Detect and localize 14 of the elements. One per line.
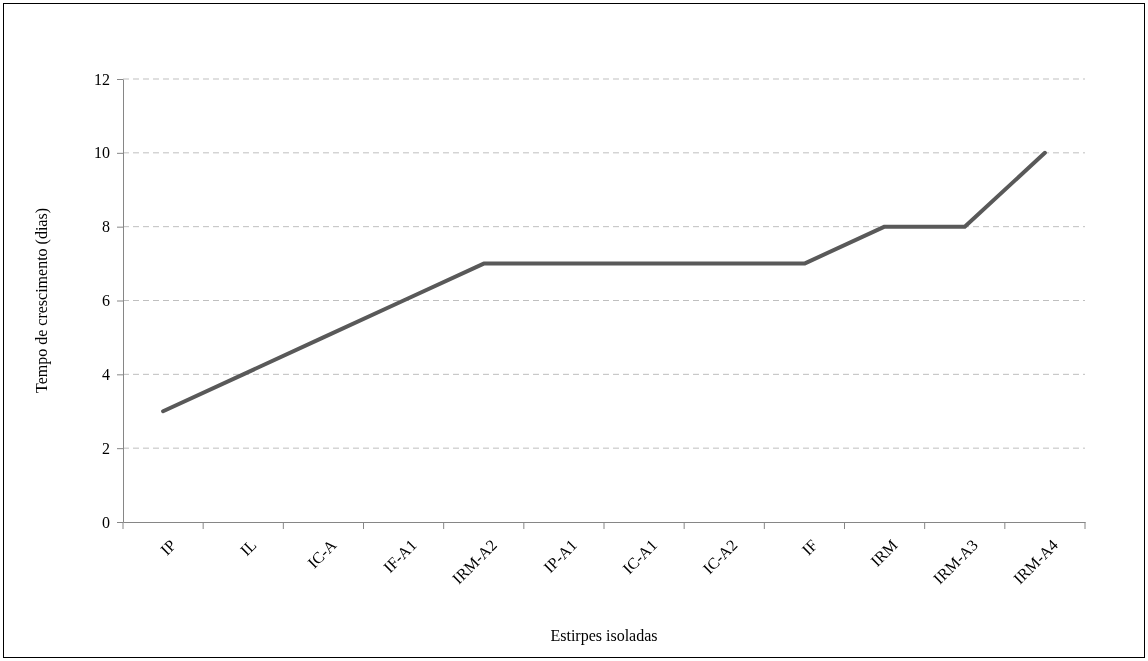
line-series <box>161 150 1047 414</box>
y-tick-label: 12 <box>94 70 110 88</box>
y-axis-title: Tempo de crescimento (dias) <box>33 207 51 394</box>
y-tick-label: 4 <box>102 365 110 383</box>
y-tick-label: 6 <box>102 292 110 310</box>
y-tick-label: 0 <box>102 513 110 531</box>
y-tick-label: 10 <box>94 144 110 162</box>
x-tick-label: IP <box>157 536 180 559</box>
y-tick-label: 8 <box>102 218 110 236</box>
x-tick-label: IC-A <box>304 535 340 572</box>
x-tick-label: IF <box>798 536 821 559</box>
y-tick-label: 2 <box>102 439 110 457</box>
x-axis-title: Estirpes isoladas <box>550 627 658 645</box>
x-tick-label: IL <box>236 536 260 559</box>
